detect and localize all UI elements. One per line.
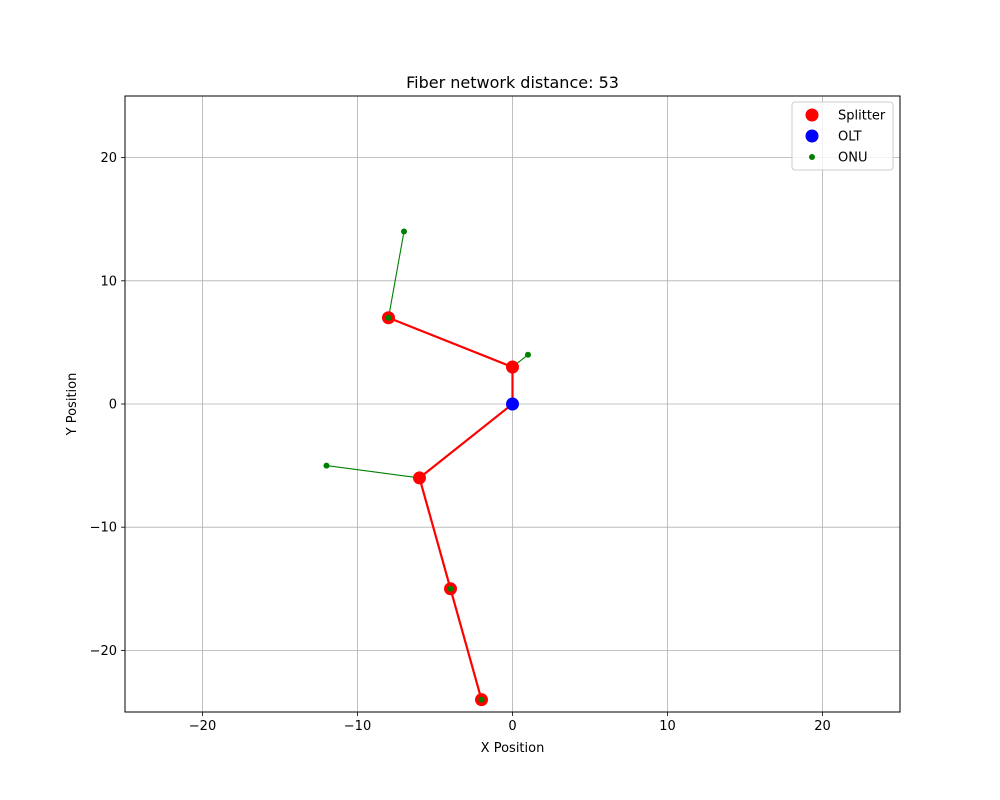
fiber-link xyxy=(418,477,452,590)
links-layer xyxy=(326,231,529,700)
y-axis-label: Y Position xyxy=(65,373,80,437)
ticks-layer: −20 −10 0 10 20 −20 −10 0 10 20 xyxy=(90,151,831,734)
legend-marker xyxy=(809,154,815,160)
fiber-link xyxy=(388,316,513,369)
onu-marker xyxy=(478,696,485,703)
legend-label: Splitter xyxy=(838,109,886,124)
splitter-marker xyxy=(506,360,519,374)
x-tick-label: −10 xyxy=(344,719,371,734)
splitter-marker xyxy=(413,471,426,485)
x-tick-label: 20 xyxy=(814,719,831,734)
onu-drop-link xyxy=(387,231,405,318)
legend-marker xyxy=(805,108,819,122)
x-tick-label: 10 xyxy=(659,719,676,734)
y-tick-label: −20 xyxy=(90,644,117,659)
y-tick-label: 10 xyxy=(100,274,117,289)
legend: Splitter OLT ONU xyxy=(791,101,894,171)
onu-marker xyxy=(525,351,531,358)
chart-title: Fiber network distance: 53 xyxy=(406,73,619,92)
onu-marker xyxy=(385,314,392,321)
legend-label: OLT xyxy=(838,130,862,145)
y-tick-label: −10 xyxy=(90,521,117,536)
onu-marker xyxy=(401,228,407,235)
onu-drop-link xyxy=(326,465,420,479)
legend-label: ONU xyxy=(838,151,867,166)
x-tick-label: −20 xyxy=(189,719,216,734)
legend-box xyxy=(791,101,894,171)
y-tick-label: 0 xyxy=(109,398,117,413)
x-axis-label: X Position xyxy=(481,741,545,756)
fiber-link xyxy=(418,403,514,479)
olt-marker xyxy=(506,397,519,411)
legend-marker xyxy=(805,129,819,143)
markers-layer xyxy=(323,228,531,707)
onu-marker xyxy=(447,585,454,592)
y-tick-label: 20 xyxy=(100,151,117,166)
x-tick-label: 0 xyxy=(508,719,516,734)
fiber-link xyxy=(449,588,483,700)
onu-marker xyxy=(323,462,330,469)
